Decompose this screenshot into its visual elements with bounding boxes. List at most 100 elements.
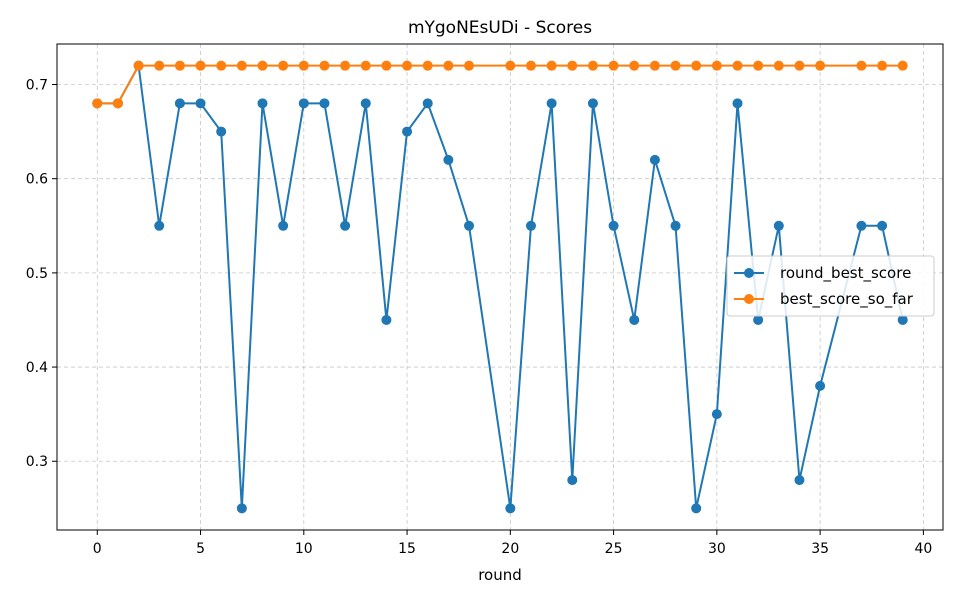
data-point-round_best_score [278, 220, 289, 231]
data-point-best_score_so_far [174, 60, 185, 71]
data-point-round_best_score [649, 154, 660, 165]
data-point-best_score_so_far [133, 60, 144, 71]
data-point-round_best_score [877, 220, 888, 231]
data-point-best_score_so_far [340, 60, 351, 71]
data-point-round_best_score [546, 98, 557, 109]
data-point-round_best_score [236, 503, 247, 514]
data-point-round_best_score [732, 98, 743, 109]
data-point-round_best_score [257, 98, 268, 109]
x-tick-label: 0 [93, 541, 102, 557]
data-point-round_best_score [691, 503, 702, 514]
y-tick-label: 0.6 [26, 172, 48, 188]
data-point-best_score_so_far [670, 60, 681, 71]
data-point-best_score_so_far [195, 60, 206, 71]
data-point-round_best_score [422, 98, 433, 109]
data-point-round_best_score [216, 126, 227, 137]
chart-title: mYgoNEsUDi - Scores [408, 18, 592, 38]
data-point-best_score_so_far [257, 60, 268, 71]
y-tick-label: 0.7 [26, 78, 48, 94]
data-point-round_best_score [464, 220, 475, 231]
data-point-round_best_score [360, 98, 371, 109]
y-tick-label: 0.5 [26, 266, 48, 282]
y-tick-label: 0.4 [26, 360, 48, 376]
data-point-best_score_so_far [877, 60, 888, 71]
data-point-round_best_score [381, 314, 392, 325]
data-point-round_best_score [319, 98, 330, 109]
data-point-round_best_score [670, 220, 681, 231]
data-point-best_score_so_far [567, 60, 578, 71]
data-point-best_score_so_far [856, 60, 867, 71]
legend: round_best_score best_score_so_far [726, 255, 935, 317]
data-point-best_score_so_far [815, 60, 826, 71]
data-point-round_best_score [815, 380, 826, 391]
data-point-best_score_so_far [319, 60, 330, 71]
data-point-best_score_so_far [773, 60, 784, 71]
data-point-best_score_so_far [753, 60, 764, 71]
data-point-best_score_so_far [464, 60, 475, 71]
data-point-round_best_score [505, 503, 516, 514]
data-point-best_score_so_far [216, 60, 227, 71]
x-tick-label: 40 [914, 541, 932, 557]
data-point-best_score_so_far [360, 60, 371, 71]
data-point-best_score_so_far [505, 60, 516, 71]
x-tick-label: 15 [398, 541, 416, 557]
data-point-best_score_so_far [298, 60, 309, 71]
legend-item-round_best_score: round_best_score [734, 264, 911, 283]
legend-item-best_score_so_far: best_score_so_far [734, 290, 914, 309]
grid [57, 44, 943, 530]
x-tick-label: 25 [605, 541, 623, 557]
data-point-best_score_so_far [732, 60, 743, 71]
x-tick-label: 20 [501, 541, 519, 557]
data-point-best_score_so_far [649, 60, 660, 71]
data-point-best_score_so_far [236, 60, 247, 71]
data-point-round_best_score [773, 220, 784, 231]
data-point-best_score_so_far [546, 60, 557, 71]
x-tick-label: 30 [708, 541, 726, 557]
y-tick-label: 0.3 [26, 454, 48, 470]
data-point-best_score_so_far [691, 60, 702, 71]
plot-frame [56, 43, 944, 531]
data-point-best_score_so_far [711, 60, 722, 71]
legend-label: best_score_so_far [780, 290, 914, 309]
data-point-round_best_score [711, 409, 722, 420]
data-point-best_score_so_far [154, 60, 165, 71]
data-point-best_score_so_far [402, 60, 413, 71]
data-point-best_score_so_far [897, 60, 908, 71]
axes: 0 5 10 15 20 25 30 35 40 0.3 0.4 0.5 0.6 0.7 [26, 78, 933, 558]
x-axis-label: round [478, 566, 522, 584]
data-point-best_score_so_far [587, 60, 598, 71]
legend-marker [744, 268, 754, 278]
data-point-round_best_score [154, 220, 165, 231]
x-tick-label: 5 [196, 541, 205, 557]
data-point-round_best_score [856, 220, 867, 231]
data-point-best_score_so_far [794, 60, 805, 71]
data-point-best_score_so_far [112, 98, 123, 109]
data-point-best_score_so_far [608, 60, 619, 71]
data-point-best_score_so_far [381, 60, 392, 71]
x-tick-label: 35 [811, 541, 829, 557]
data-point-round_best_score [897, 314, 908, 325]
data-point-round_best_score [443, 154, 454, 165]
data-point-round_best_score [629, 314, 640, 325]
series-best_score_so_far [92, 60, 908, 109]
data-point-best_score_so_far [92, 98, 103, 109]
data-point-round_best_score [340, 220, 351, 231]
data-point-round_best_score [402, 126, 413, 137]
data-point-best_score_so_far [422, 60, 433, 71]
data-point-round_best_score [298, 98, 309, 109]
series-layer [92, 60, 908, 514]
legend-box [726, 255, 935, 317]
data-point-round_best_score [587, 98, 598, 109]
data-point-round_best_score [753, 314, 764, 325]
data-point-best_score_so_far [629, 60, 640, 71]
data-point-round_best_score [525, 220, 536, 231]
data-point-round_best_score [567, 475, 578, 486]
data-point-round_best_score [794, 475, 805, 486]
series-round_best_score [92, 60, 908, 514]
data-point-round_best_score [174, 98, 185, 109]
data-point-round_best_score [195, 98, 206, 109]
data-point-best_score_so_far [443, 60, 454, 71]
data-point-best_score_so_far [525, 60, 536, 71]
legend-marker [744, 294, 754, 304]
